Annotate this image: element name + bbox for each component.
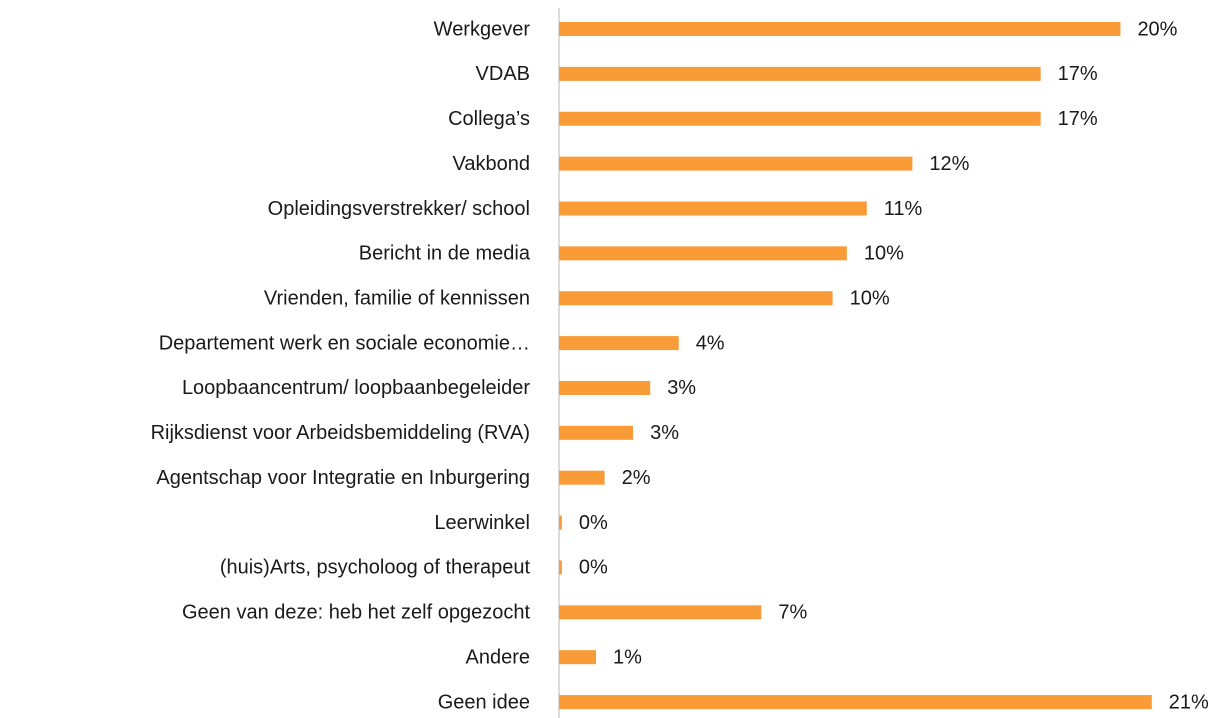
category-label: Collega’s	[448, 108, 530, 130]
value-label: 7%	[778, 602, 807, 624]
value-label: 3%	[650, 422, 679, 444]
value-label: 20%	[1137, 18, 1177, 40]
value-label: 11%	[884, 198, 923, 220]
value-label: 10%	[850, 288, 890, 310]
value-label: 17%	[1058, 108, 1098, 130]
category-label: Vrienden, familie of kennissen	[264, 288, 530, 310]
category-label: Departement werk en sociale economie…	[159, 332, 530, 354]
category-label: Opleidingsverstrekker/ school	[268, 198, 530, 220]
category-label: Leerwinkel	[434, 512, 530, 534]
value-label: 3%	[667, 377, 696, 399]
bar	[559, 66, 1041, 81]
bar	[559, 425, 634, 440]
category-label: Agentschap voor Integratie en Inburgerin…	[156, 467, 530, 489]
bar	[559, 560, 562, 575]
bar	[559, 336, 679, 351]
category-label: Geen van deze: heb het zelf opgezocht	[182, 602, 530, 624]
value-label: 1%	[613, 646, 642, 668]
category-label: (huis)Arts, psycholoog of therapeut	[220, 557, 531, 579]
bar	[559, 470, 605, 485]
bar	[559, 515, 562, 530]
bar	[559, 201, 867, 216]
category-label: VDAB	[476, 63, 530, 85]
bar	[559, 380, 651, 395]
value-label: 0%	[579, 512, 608, 534]
bar	[559, 156, 913, 171]
value-label: 17%	[1058, 63, 1098, 85]
value-label: 21%	[1169, 691, 1209, 713]
bar	[559, 695, 1152, 710]
value-label: 12%	[929, 153, 969, 175]
category-label: Vakbond	[453, 153, 530, 175]
value-label: 0%	[579, 557, 608, 579]
bar	[559, 291, 833, 306]
bar	[559, 111, 1041, 126]
category-label: Rijksdienst voor Arbeidsbemiddeling (RVA…	[151, 422, 530, 444]
bar	[559, 246, 847, 261]
category-label: Loopbaancentrum/ loopbaanbegeleider	[182, 377, 530, 399]
bar	[559, 650, 597, 665]
category-label: Bericht in de media	[359, 243, 531, 265]
category-label: Geen idee	[438, 691, 530, 713]
bar	[559, 22, 1121, 36]
category-label: Andere	[466, 646, 531, 668]
value-label: 10%	[864, 243, 904, 265]
value-label: 4%	[696, 332, 725, 354]
category-label: Werkgever	[434, 18, 531, 40]
bar	[559, 605, 762, 620]
value-label: 2%	[622, 467, 651, 489]
